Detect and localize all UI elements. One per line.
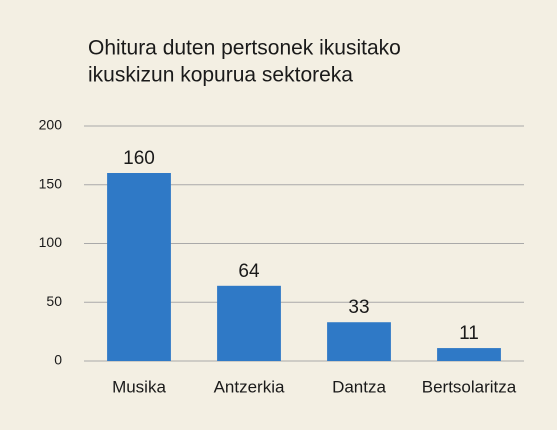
x-tick-label: Antzerkia: [214, 377, 285, 396]
bar: [327, 322, 391, 361]
x-tick-label: Musika: [112, 377, 166, 396]
bar: [437, 348, 501, 361]
y-tick-label: 50: [46, 293, 62, 309]
x-tick-label: Dantza: [332, 377, 386, 396]
chart-title: Ohitura duten pertsonek ikusitako: [88, 37, 401, 60]
value-label: 64: [238, 261, 260, 282]
bar: [107, 173, 171, 361]
y-tick-label: 150: [39, 175, 63, 191]
value-label: 33: [348, 297, 369, 318]
x-tick-label: Bertsolaritza: [422, 377, 517, 396]
bar: [217, 285, 281, 361]
y-tick-label: 100: [39, 234, 63, 250]
y-tick-label: 200: [39, 117, 63, 133]
y-tick-label: 0: [54, 352, 62, 368]
chart-title: ikuskizun kopurua sektoreka: [88, 64, 353, 87]
value-label: 160: [123, 148, 155, 169]
value-label: 11: [459, 323, 479, 344]
